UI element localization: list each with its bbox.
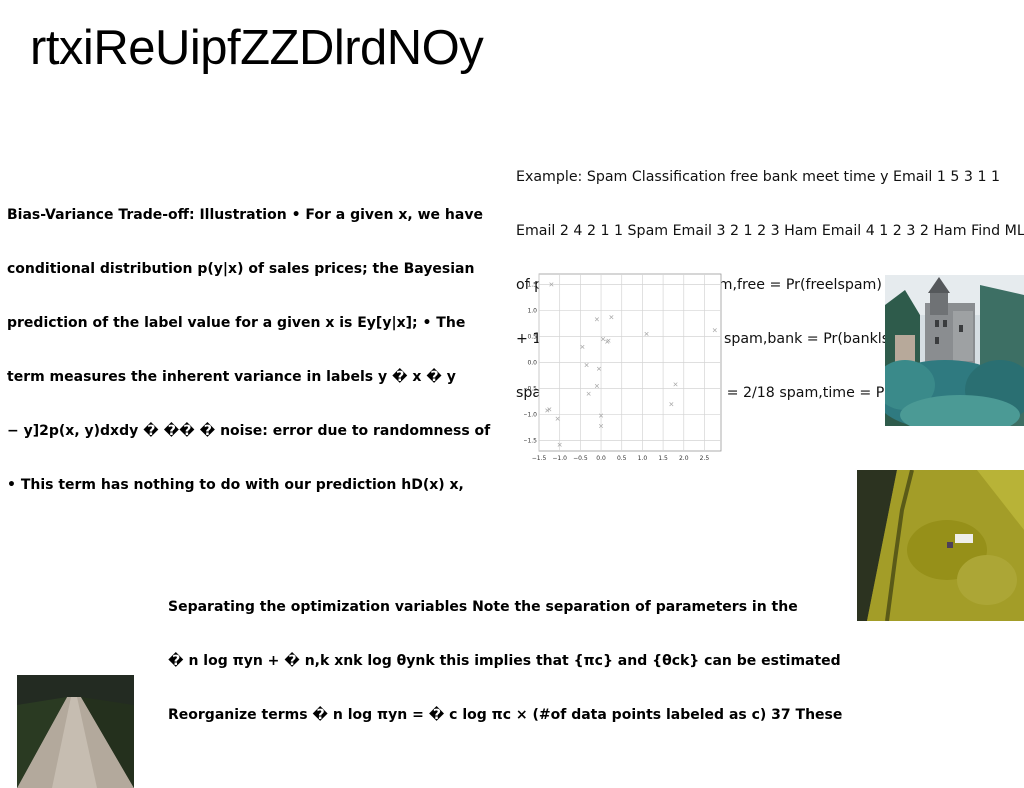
- text-line: • This term has nothing to do with our p…: [7, 477, 464, 493]
- text-line: Separating the optimization variables No…: [168, 599, 798, 615]
- data-point: [598, 423, 604, 429]
- text-line: prediction of the label value for a give…: [7, 315, 466, 331]
- data-points: [545, 282, 717, 447]
- x-tick-label: 2.5: [700, 455, 710, 462]
- data-point: [673, 382, 678, 387]
- x-tick-label: −0.5: [573, 455, 588, 462]
- data-point: [598, 413, 604, 418]
- text-line: Bias-Variance Trade-off: Illustration • …: [7, 207, 483, 223]
- x-tick-label: 1.0: [638, 455, 648, 462]
- y-tick-label: 1.5: [527, 281, 537, 288]
- page-title: rtxiReUipfZZDlrdNOy: [30, 21, 484, 75]
- x-tick-label: 0.5: [617, 455, 627, 462]
- y-tick-label: 0.5: [527, 333, 537, 340]
- text-line: Reorganize terms � n log πyn = � c log π…: [168, 707, 843, 723]
- bias-variance-text-block: Bias-Variance Trade-off: Illustration • …: [7, 170, 490, 512]
- data-point: [584, 363, 589, 368]
- x-tick-label: 2.0: [679, 455, 689, 462]
- data-point: [712, 328, 717, 333]
- tick-labels: −1.5 −1.0 −0.5 0.0 0.5 1.0 1.5 2.0 2.5 1.5 1.0 0.5 0…: [524, 281, 709, 462]
- grid: [538, 274, 721, 451]
- data-point: [669, 402, 674, 407]
- aerial-field-photo: [857, 470, 1024, 621]
- data-point: [557, 442, 562, 447]
- data-point: [609, 315, 614, 320]
- data-point: [644, 331, 649, 336]
- text-line: Email 2 4 2 1 1 Spam Email 3 2 1 2 3 Ham…: [516, 223, 1024, 239]
- castle-photo: [885, 275, 1024, 426]
- x-tick-label: −1.5: [532, 455, 547, 462]
- road-photo: [17, 675, 134, 788]
- y-tick-label: −1.5: [524, 438, 537, 445]
- y-tick-label: 0.0: [527, 360, 537, 367]
- x-tick-label: 1.5: [658, 455, 668, 462]
- data-point: [549, 282, 554, 287]
- x-tick-label: 0.0: [596, 455, 606, 462]
- text-line: − y]2p(x, y)dxdy � �� � noise: error due…: [7, 423, 491, 439]
- y-tick-label: −0.5: [524, 386, 537, 393]
- separation-text-block: Separating the optimization variables No…: [168, 562, 842, 742]
- text-line: Example: Spam Classification free bank m…: [516, 169, 1001, 185]
- text-line: term measures the inherent variance in l…: [7, 369, 456, 385]
- data-point: [545, 408, 550, 413]
- y-tick-label: 1.0: [527, 307, 537, 314]
- text-line: � n log πyn + � n,k xnk log θynk this im…: [168, 653, 841, 669]
- data-point: [580, 344, 585, 349]
- data-point: [594, 383, 599, 388]
- data-point: [555, 416, 560, 421]
- scatter-plot: −1.5 −1.0 −0.5 0.0 0.5 1.0 1.5 2.0 2.5 1.5 1.0 0.5 0…: [524, 273, 722, 462]
- data-point: [596, 366, 602, 371]
- y-tick-label: −1.0: [524, 412, 537, 419]
- data-point: [586, 391, 591, 396]
- x-tick-label: −1.0: [552, 455, 567, 462]
- text-line: conditional distribution p(y|x) of sales…: [7, 261, 475, 277]
- data-point: [606, 338, 611, 343]
- data-point: [594, 317, 599, 322]
- data-point: [547, 407, 552, 412]
- data-point: [601, 337, 606, 342]
